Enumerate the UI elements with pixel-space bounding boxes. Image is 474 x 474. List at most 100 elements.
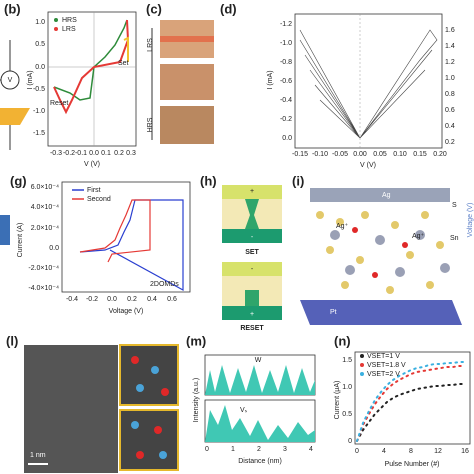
legend-label: LRS	[62, 26, 76, 33]
profile-label: W	[255, 357, 262, 364]
y-tick-label: 0.0	[49, 245, 59, 252]
legend-dot	[360, 372, 364, 376]
series-1v	[356, 383, 466, 442]
x-tick-label: 4	[382, 448, 386, 455]
atom-label: S	[452, 202, 457, 209]
panel-label: (n)	[334, 333, 351, 348]
x-tick-label: -0.10	[312, 151, 328, 158]
y2-tick-label: 0.8	[445, 91, 455, 98]
y-tick-label: -1.5	[33, 130, 45, 137]
y-tick-label: 0.5	[342, 411, 352, 418]
ions	[352, 227, 408, 278]
x-tick-label: -0.2	[86, 296, 98, 303]
device-image	[0, 215, 10, 245]
y-tick-label: -4.0×10⁻⁴	[28, 285, 59, 292]
x-tick-label: -0.15	[292, 151, 308, 158]
y2-tick-label: 1.2	[445, 59, 455, 66]
x-axis-label: V (V)	[84, 161, 100, 168]
polarity: -	[251, 234, 254, 241]
step-label: SET	[245, 249, 259, 256]
polarity: +	[250, 311, 254, 318]
x-tick-label: 0	[355, 448, 359, 455]
profile-label: Vₛ	[240, 407, 248, 414]
x-tick-label: 8	[409, 448, 413, 455]
first-curve	[79, 199, 184, 292]
tem-image	[24, 345, 118, 473]
x-tick-label: 0.4	[147, 296, 157, 303]
x-tick-label: 4	[309, 446, 313, 453]
atom-label: Pt	[330, 309, 337, 316]
y-axis-label: Intensity (a.u.)	[193, 378, 200, 422]
panel-h: (h) + - SET - + RESET	[200, 173, 282, 332]
state-label: LRS	[147, 38, 154, 52]
panel-label: (d)	[220, 1, 237, 16]
frame	[294, 13, 443, 149]
electrode	[222, 262, 282, 276]
y-tick-label: 0.5	[35, 41, 45, 48]
y-tick-label: 0.0	[282, 135, 292, 142]
y2-tick-label: 1.0	[445, 75, 455, 82]
legend-label: VSET=1.8 V	[367, 362, 406, 369]
y-axis-label: I (mA)	[267, 70, 274, 89]
y-axis-label: I (mA)	[27, 70, 34, 89]
y-tick-label: -1.0	[33, 108, 45, 115]
x-tick-label: 0.10	[393, 151, 407, 158]
x-tick-label: -0.1	[75, 150, 87, 157]
x-tick-label: 0	[205, 446, 209, 453]
device	[0, 108, 30, 125]
y2-tick-label: 0.4	[445, 123, 455, 130]
scale-label: 1 nm	[30, 452, 46, 459]
x-tick-label: 0.05	[373, 151, 387, 158]
annotation: Set	[118, 60, 129, 67]
x-tick-label: 2	[257, 446, 261, 453]
y-tick-label: 0.0	[35, 64, 45, 71]
panel-l: (l) 1 nm	[6, 333, 179, 473]
y2-tick-label: 1.6	[445, 27, 455, 34]
y-tick-label: -0.8	[280, 59, 292, 66]
x-tick-label: 16	[461, 448, 469, 455]
y-tick-label: 1.5	[342, 357, 352, 364]
annotation: 2DOMDs	[150, 281, 179, 288]
panel-m: (m) W Vₛ 0 1 2 3 4 Distance (nm) Intensi…	[186, 333, 316, 465]
second-curve	[79, 199, 151, 263]
legend-dot	[54, 27, 58, 31]
meter-label: V	[8, 77, 13, 84]
legend-dot	[360, 363, 364, 367]
legend-label: VSET=2 V	[367, 371, 400, 378]
y2-tick-label: 1.4	[445, 43, 455, 50]
x-tick-label: -0.05	[332, 151, 348, 158]
atom-label: Sn	[450, 235, 459, 242]
x-tick-label: 0.2	[127, 296, 137, 303]
intensity-profile	[205, 365, 315, 395]
inset-atoms	[131, 356, 169, 459]
y-tick-label: -0.5	[33, 86, 45, 93]
atoms	[316, 211, 444, 294]
atom-label: Ag	[382, 192, 391, 199]
y-tick-label: 4.0×10⁻⁴	[31, 204, 59, 211]
set-segment	[123, 36, 129, 62]
y-axis-label: Current (μA)	[334, 381, 341, 420]
polarity: -	[251, 266, 254, 273]
x-tick-label: 0.20	[433, 151, 447, 158]
device-image	[160, 106, 214, 144]
electrode	[222, 185, 282, 199]
x-tick-label: -0.3	[50, 150, 62, 157]
filament	[245, 199, 259, 229]
y-tick-label: -0.4	[280, 97, 292, 104]
x-tick-label: 0.0	[89, 150, 99, 157]
panel-d: (d) -1.2 -1.0 -0.8 -0.6 -0.4 -0.2 0.0 1.…	[220, 1, 455, 168]
state-label: HRS	[147, 117, 154, 132]
panel-n: (n) VSET=1 V VSET=1.8 V VSET=2 V 0 0.5 1…	[334, 333, 471, 468]
series-1-8v	[356, 365, 466, 442]
legend-dot	[360, 354, 364, 358]
x-axis-label: V (V)	[360, 162, 376, 169]
inset	[119, 409, 179, 471]
x-axis-label: Voltage (V)	[109, 308, 144, 315]
top-electrode	[310, 188, 450, 202]
x-tick-label: 0.2	[114, 150, 124, 157]
panel-label: (c)	[146, 1, 162, 16]
filament	[160, 36, 214, 42]
x-tick-label: 3	[283, 446, 287, 453]
x-tick-label: 0.15	[413, 151, 427, 158]
